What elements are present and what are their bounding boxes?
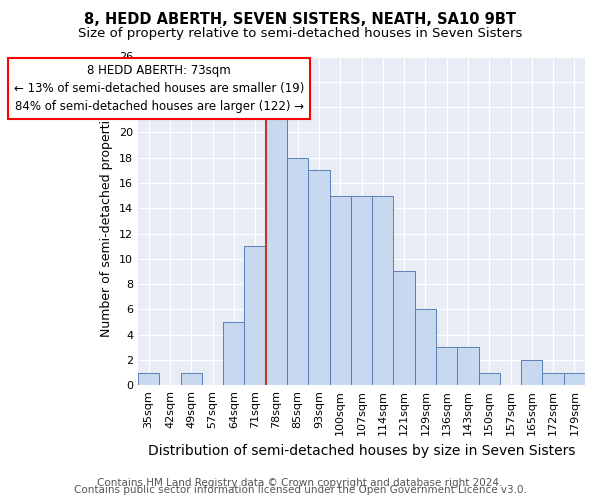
- Bar: [287, 158, 308, 386]
- Bar: [372, 196, 394, 386]
- Text: Contains HM Land Registry data © Crown copyright and database right 2024.: Contains HM Land Registry data © Crown c…: [97, 478, 503, 488]
- Bar: [457, 348, 479, 386]
- Bar: [223, 322, 244, 386]
- Bar: [329, 196, 351, 386]
- Bar: [415, 310, 436, 386]
- Text: 8, HEDD ABERTH, SEVEN SISTERS, NEATH, SA10 9BT: 8, HEDD ABERTH, SEVEN SISTERS, NEATH, SA…: [84, 12, 516, 28]
- Bar: [564, 372, 585, 386]
- Bar: [521, 360, 542, 386]
- Y-axis label: Number of semi-detached properties: Number of semi-detached properties: [100, 105, 113, 336]
- Bar: [308, 170, 329, 386]
- Bar: [542, 372, 564, 386]
- Bar: [138, 372, 160, 386]
- X-axis label: Distribution of semi-detached houses by size in Seven Sisters: Distribution of semi-detached houses by …: [148, 444, 575, 458]
- Bar: [436, 348, 457, 386]
- Bar: [266, 107, 287, 386]
- Text: Size of property relative to semi-detached houses in Seven Sisters: Size of property relative to semi-detach…: [78, 28, 522, 40]
- Text: 8 HEDD ABERTH: 73sqm
← 13% of semi-detached houses are smaller (19)
84% of semi-: 8 HEDD ABERTH: 73sqm ← 13% of semi-detac…: [14, 64, 305, 113]
- Text: Contains public sector information licensed under the Open Government Licence v3: Contains public sector information licen…: [74, 485, 526, 495]
- Bar: [244, 246, 266, 386]
- Bar: [479, 372, 500, 386]
- Bar: [394, 272, 415, 386]
- Bar: [351, 196, 372, 386]
- Bar: [181, 372, 202, 386]
